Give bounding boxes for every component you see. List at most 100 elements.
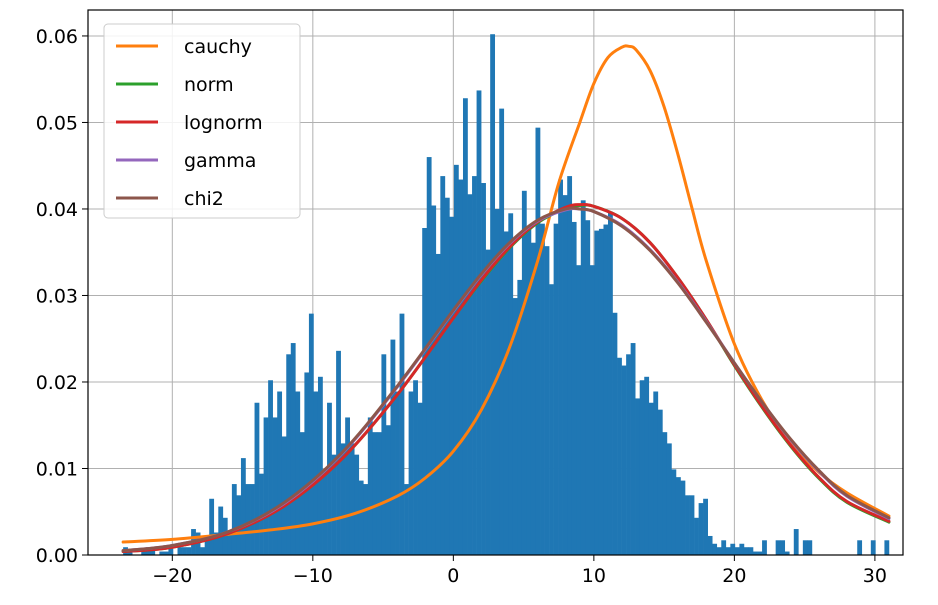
- histogram-bar: [884, 540, 890, 555]
- histogram-bar: [182, 547, 187, 555]
- histogram-bar: [263, 417, 269, 555]
- histogram-bar: [440, 176, 446, 555]
- histogram-bar: [462, 98, 468, 555]
- histogram-bar: [417, 402, 423, 555]
- histogram-bar: [753, 551, 758, 555]
- histogram-bar: [780, 540, 786, 555]
- histogram-bar: [544, 246, 550, 555]
- histogram-bar: [512, 298, 518, 555]
- histogram-bar: [626, 354, 631, 555]
- histogram-bar: [304, 372, 310, 555]
- histogram-bar: [576, 265, 582, 555]
- histogram-bar: [281, 436, 287, 555]
- fit-curves: [121, 44, 891, 554]
- histogram-bar: [712, 543, 718, 555]
- histogram-bar: [639, 380, 645, 555]
- histogram-bar: [259, 473, 264, 555]
- histogram-bar: [240, 458, 246, 555]
- y-tick-label: 0.04: [36, 199, 78, 221]
- histogram-bar: [739, 543, 745, 555]
- histogram-bar: [490, 34, 496, 555]
- x-tick-label: 0: [447, 565, 459, 587]
- histogram-bar: [395, 391, 400, 555]
- histogram-bar: [703, 498, 708, 555]
- x-tick-label: 30: [863, 565, 887, 587]
- histogram-bar: [444, 197, 450, 555]
- histogram-bar: [376, 432, 382, 555]
- histogram-bar: [698, 503, 704, 555]
- y-tick-label: 0.00: [36, 545, 78, 567]
- histogram-bar: [231, 484, 237, 555]
- histogram-bar: [290, 343, 296, 555]
- legend-box: [103, 23, 301, 219]
- histogram-bar: [675, 477, 681, 555]
- histogram-bar: [589, 265, 595, 555]
- histogram-bar: [802, 540, 808, 555]
- histogram-bar: [558, 179, 563, 556]
- histogram-bar: [549, 284, 554, 555]
- x-tick-label: −10: [293, 565, 333, 587]
- histogram-bar: [408, 391, 414, 555]
- histogram-bar: [254, 402, 260, 555]
- histogram-bar: [236, 495, 242, 555]
- histogram-bar: [245, 484, 251, 555]
- histogram-bar: [209, 498, 215, 555]
- histogram-bar: [476, 90, 482, 555]
- histogram-bar: [648, 402, 654, 555]
- histogram-bar: [458, 179, 464, 556]
- histogram-bar: [553, 223, 559, 555]
- histogram-bar: [603, 224, 609, 556]
- histogram-bar: [331, 454, 337, 555]
- series-line-cauchy: [121, 44, 891, 544]
- histogram-bar: [630, 343, 636, 555]
- y-tick-label: 0.01: [36, 458, 78, 480]
- histogram-bar: [666, 443, 672, 555]
- histogram-bar: [449, 216, 455, 555]
- histogram-bar: [508, 213, 514, 556]
- histogram-bar: [530, 242, 536, 555]
- histogram-bar: [784, 551, 790, 555]
- histogram-bar: [793, 529, 799, 555]
- histogram-bar: [272, 417, 278, 555]
- histogram-bar: [186, 547, 192, 555]
- histogram: [123, 34, 890, 556]
- legend-label-chi2: chi2: [184, 188, 224, 210]
- histogram-bar: [517, 279, 523, 555]
- histogram-bar: [635, 398, 641, 555]
- legend: cauchy norm lognorm gamma chi2: [103, 23, 301, 219]
- histogram-bar: [295, 391, 301, 555]
- histogram-bar: [385, 425, 391, 555]
- histogram-bar: [585, 220, 591, 555]
- legend-label-cauchy: cauchy: [184, 36, 252, 58]
- histogram-bar: [399, 313, 405, 555]
- series-line-chi2: [121, 206, 891, 553]
- histogram-bar: [204, 535, 210, 555]
- histogram-bar: [580, 200, 586, 556]
- legend-label-gamma: gamma: [184, 150, 256, 172]
- histogram-bar: [358, 480, 364, 555]
- histogram-bar: [685, 495, 690, 555]
- histogram-bar: [857, 540, 863, 555]
- histogram-bar: [694, 517, 699, 555]
- histogram-bar: [336, 350, 341, 555]
- histogram-bar: [404, 484, 409, 555]
- histogram-bar: [594, 230, 600, 555]
- histogram-bar: [345, 417, 351, 555]
- histogram-bar: [467, 194, 473, 555]
- histogram-bar: [168, 547, 174, 555]
- histogram-bar: [472, 176, 477, 555]
- histogram-bar: [159, 551, 165, 555]
- histogram-bar: [671, 469, 677, 555]
- histogram-bar: [268, 380, 273, 555]
- histogram-bar: [286, 354, 292, 555]
- y-tick-label: 0.06: [36, 26, 78, 48]
- y-tick-label: 0.05: [36, 112, 78, 134]
- histogram-bar: [535, 127, 541, 556]
- x-axis: −20 −10 0 10 20 30: [152, 555, 887, 587]
- histogram-bar: [571, 221, 577, 555]
- histogram-bar: [426, 157, 432, 556]
- histogram-bar: [689, 495, 695, 555]
- histogram-bar: [762, 540, 767, 555]
- legend-label-lognorm: lognorm: [184, 112, 263, 134]
